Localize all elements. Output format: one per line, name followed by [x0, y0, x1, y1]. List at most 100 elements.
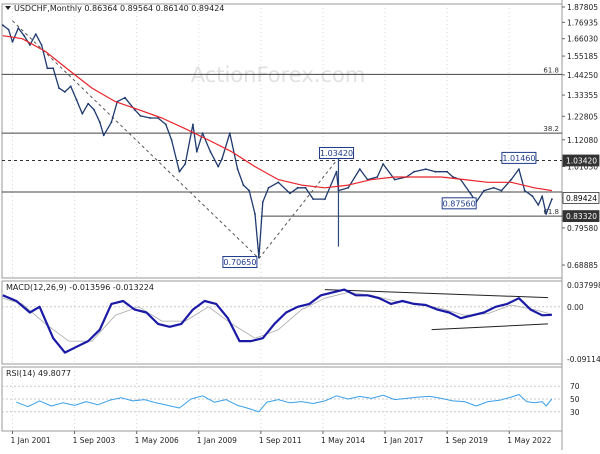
- level-label-0: 61.8: [543, 66, 559, 74]
- price-point-12: [69, 85, 72, 88]
- price-point-36: [228, 132, 231, 135]
- price-point-14: [81, 112, 84, 115]
- price-point-45: [289, 192, 291, 195]
- price-point-6: [34, 33, 37, 35]
- price-y-tick-label-5: 1.33355: [567, 91, 598, 100]
- price-point-41: [258, 256, 260, 259]
- price-point-3: [17, 27, 20, 29]
- price-point-61: [434, 170, 437, 173]
- price-y-tick-label-11: 0.79580: [567, 224, 598, 233]
- price-point-33: [209, 150, 212, 153]
- price-y-tick-label-2: 1.66030: [567, 35, 598, 44]
- price-point-9: [52, 67, 55, 70]
- annotation-label-3: 0.87560: [443, 199, 476, 208]
- price-point-31: [195, 150, 198, 153]
- price-point-37: [236, 168, 239, 171]
- price-point-76: [545, 213, 547, 215]
- price-point-27: [170, 139, 173, 141]
- annotation-label-1: 1.03420: [320, 149, 353, 158]
- price-point-44: [277, 181, 280, 184]
- x-tick-label-0: 1 Jan 2001: [10, 436, 50, 445]
- price-y-tick-label-3: 1.55185: [567, 52, 598, 61]
- price-point-22: [133, 108, 136, 111]
- x-tick-label-3: 1 Jan 2009: [197, 436, 237, 445]
- price-point-50: [335, 170, 338, 173]
- price-axis-badge-label-1: 0.89424: [566, 194, 597, 203]
- price-point-52: [347, 186, 350, 189]
- price-point-42: [261, 201, 264, 203]
- x-tick-label-6: 1 Jan 2017: [383, 436, 423, 445]
- price-y-tick-label-4: 1.44250: [567, 71, 598, 80]
- price-point-48: [312, 198, 315, 201]
- price-point-26: [164, 123, 167, 126]
- annotation-box-3: [441, 197, 477, 210]
- price-axis-badge-0: [562, 154, 600, 167]
- price-point-71: [518, 168, 520, 171]
- price-point-73: [531, 195, 534, 198]
- price-point-4: [23, 34, 25, 37]
- macd-trendline-1: [431, 323, 549, 331]
- price-point-75: [541, 195, 544, 198]
- watermark: ActionForex.com: [191, 63, 366, 87]
- price-ma-line: [2, 35, 552, 192]
- price-point-15: [87, 102, 90, 105]
- price-point-65: [469, 192, 472, 195]
- price-point-77: [551, 198, 553, 201]
- annotation-box-2: [501, 151, 537, 164]
- price-point-68: [492, 186, 495, 189]
- price-axis-badge-1: [562, 191, 600, 204]
- rsi-y-tick-label-0: 70: [570, 382, 580, 391]
- price-trendline-1: [258, 160, 337, 259]
- price-y-tick-label-0: 1.87805: [567, 3, 598, 12]
- price-point-56: [382, 163, 384, 165]
- price-point-59: [413, 170, 415, 173]
- price-point-21: [124, 96, 126, 99]
- price-point-8: [46, 67, 49, 70]
- price-title: USDCHF,Monthly 0.86364 0.89564 0.86140 0…: [14, 4, 224, 13]
- price-point-7: [40, 44, 43, 46]
- x-tick-label-1: 1 Sep 2003: [73, 436, 116, 445]
- price-point-74: [537, 204, 540, 206]
- x-tick-label-4: 1 Sep 2011: [259, 436, 302, 445]
- price-point-2: [11, 41, 14, 43]
- macd-y-tick-label-0: 0.037998: [567, 281, 600, 290]
- price-point-25: [157, 117, 159, 119]
- annotation-box-0: [222, 256, 258, 269]
- macd-signal-line: [2, 291, 553, 342]
- price-point-17: [98, 121, 101, 124]
- rsi-y-tick-label-1: 50: [570, 395, 580, 404]
- annotation-box-1: [319, 146, 355, 159]
- level-label-1: 38.2: [543, 125, 559, 133]
- macd-panel: [1, 280, 563, 365]
- price-y-tick-label-1: 1.76935: [567, 18, 598, 27]
- price-point-19: [110, 121, 113, 124]
- price-panel: [1, 3, 563, 279]
- price-point-5: [29, 44, 31, 46]
- price-point-1: [7, 28, 10, 31]
- x-tick-label-2: 1 May 2006: [135, 436, 179, 445]
- price-point-40: [254, 213, 256, 215]
- price-point-32: [201, 132, 204, 135]
- price-point-55: [376, 176, 379, 178]
- price-point-28: [178, 170, 181, 173]
- price-point-13: [75, 98, 78, 101]
- price-point-11: [64, 91, 66, 93]
- level-label-4: 61.8: [543, 208, 559, 216]
- price-point-67: [483, 189, 485, 192]
- rsi-title: RSI(14) 49.8077: [6, 369, 71, 378]
- price-point-39: [248, 189, 251, 192]
- rsi-line: [16, 394, 553, 413]
- macd-title: MACD(12,26,9) -0.013596 -0.013224: [6, 283, 154, 292]
- x-tick-label-5: 1 May 2014: [321, 436, 365, 445]
- price-point-16: [93, 108, 95, 111]
- price-point-10: [58, 87, 60, 89]
- price-axis-badge-2: [562, 210, 600, 222]
- price-point-70: [510, 178, 513, 181]
- price-point-30: [192, 123, 194, 126]
- price-point-0: [1, 24, 4, 27]
- price-point-23: [139, 115, 142, 117]
- price-point-29: [184, 163, 187, 165]
